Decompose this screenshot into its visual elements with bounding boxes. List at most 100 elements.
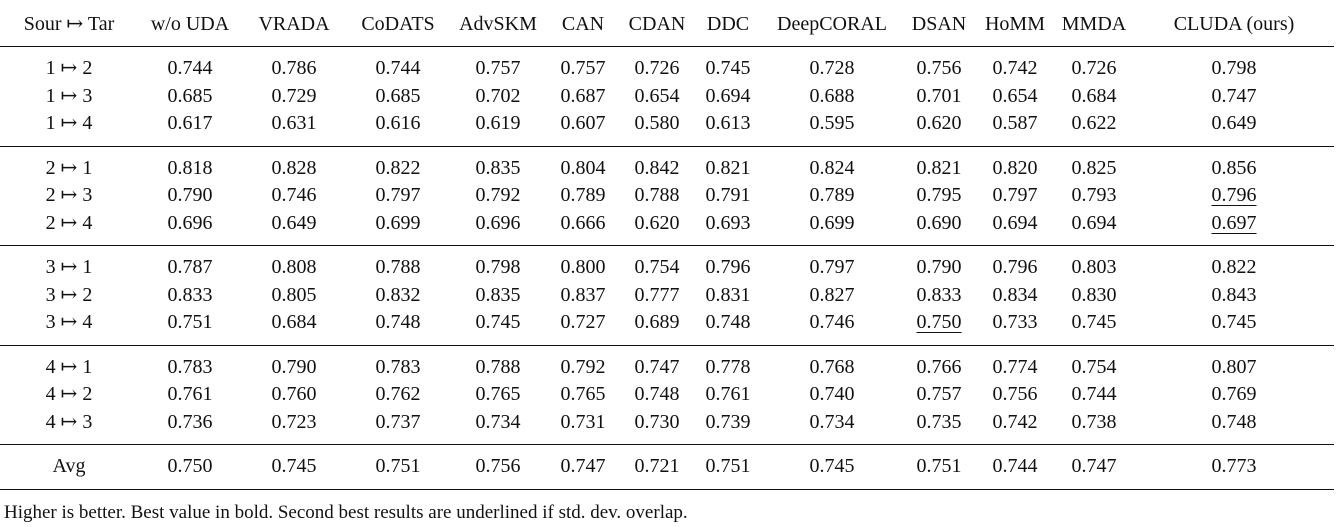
value-cell: 0.751: [705, 455, 751, 477]
value-cell: 0.726: [634, 57, 680, 79]
column-header-method: AdvSKM: [459, 13, 537, 35]
value-cell: 0.737: [375, 410, 421, 433]
value-cell: 0.688: [809, 84, 855, 107]
row-group: 1 ↦ 2 0.744 0.786 0.744 0.757 0.757 0.726 0.745…: [0, 47, 1334, 146]
value-cell: 0.765: [560, 383, 606, 405]
column-header-method: DeepCORAL: [777, 13, 887, 35]
table-row: 4 ↦ 2 0.761 0.760 0.762 0.765 0.765 0.748 0.761…: [0, 381, 1334, 409]
value-cell: 0.789: [809, 184, 855, 206]
value-cell: 0.747: [1071, 455, 1117, 477]
value-cell-best: 0.748: [1211, 410, 1257, 433]
value-cell: 0.788: [475, 355, 521, 378]
value-cell: 0.731: [560, 410, 606, 433]
value-cell: 0.834: [992, 283, 1038, 306]
value-cell: 0.835: [475, 283, 521, 306]
average-row-group: Avg 0.750 0.745 0.751 0.756 0.747 0.721 0.751 0.…: [0, 445, 1334, 489]
value-cell: 0.684: [1071, 84, 1117, 107]
value-cell: 0.765: [475, 383, 521, 405]
value-cell: 0.744: [375, 57, 421, 79]
column-header-pair: Sour ↦ Tar: [23, 13, 115, 35]
value-cell: 0.804: [560, 156, 606, 179]
row-label: Avg: [52, 455, 86, 477]
value-cell: 0.693: [705, 211, 751, 234]
value-cell: 0.728: [809, 57, 855, 79]
value-cell: 0.701: [916, 84, 962, 107]
value-cell: 0.617: [167, 112, 213, 134]
value-cell-best: 0.769: [1211, 383, 1257, 405]
value-cell: 0.756: [916, 57, 962, 79]
value-cell: 0.818: [167, 156, 213, 179]
value-cell: 0.825: [1071, 156, 1117, 179]
table-row: 1 ↦ 2 0.744 0.786 0.744 0.757 0.757 0.726 0.745…: [0, 47, 1334, 83]
table-row: 3 ↦ 1 0.787 0.808 0.788 0.798 0.800 0.754 0.796…: [0, 246, 1334, 282]
column-header-method: MMDA: [1061, 13, 1127, 35]
column-header-method: CDAN: [628, 13, 686, 35]
value-cell: 0.747: [560, 455, 606, 477]
value-cell: 0.805: [271, 283, 317, 306]
value-cell: 0.787: [167, 256, 213, 278]
value-cell: 0.613: [705, 112, 751, 134]
value-cell: 0.734: [475, 410, 521, 433]
value-cell-best: 0.649: [1211, 112, 1257, 134]
value-cell: 0.827: [809, 283, 855, 306]
value-cell: 0.754: [634, 256, 680, 278]
value-cell-best: 0.807: [1211, 355, 1257, 378]
value-cell: 0.760: [271, 383, 317, 405]
value-cell: 0.828: [271, 156, 317, 179]
row-label: 2 ↦ 4: [45, 211, 93, 234]
table-row: 3 ↦ 2 0.833 0.805 0.832 0.835 0.837 0.777 0.831…: [0, 282, 1334, 310]
value-cell: 0.620: [916, 112, 962, 134]
value-cell: 0.616: [375, 112, 421, 134]
value-cell-best: 0.773: [1211, 455, 1257, 477]
value-cell: 0.793: [1071, 184, 1117, 206]
column-header-method: HoMM: [984, 13, 1045, 35]
row-group: 3 ↦ 1 0.787 0.808 0.788 0.798 0.800 0.754 0.796…: [0, 246, 1334, 345]
value-cell: 0.687: [560, 84, 606, 107]
column-header-method: DSAN: [911, 13, 967, 35]
row-label: 4 ↦ 3: [45, 410, 93, 433]
value-cell-second-best: 0.697: [1134, 210, 1334, 246]
value-cell: 0.798: [475, 256, 521, 278]
value-text: 0.750: [916, 311, 962, 333]
value-cell: 0.620: [634, 211, 680, 234]
value-cell: 0.750: [167, 455, 213, 477]
value-cell: 0.685: [167, 84, 213, 107]
table-row: 1 ↦ 4 0.617 0.631 0.616 0.619 0.607 0.580 0.613…: [0, 110, 1334, 146]
value-cell: 0.790: [271, 355, 317, 378]
value-cell: 0.689: [634, 311, 680, 333]
value-cell: 0.745: [271, 455, 317, 477]
value-cell: 0.766: [916, 355, 962, 378]
value-cell: 0.774: [992, 355, 1038, 378]
value-cell: 0.595: [809, 112, 855, 134]
value-cell: 0.830: [1071, 283, 1117, 306]
value-cell-best: 0.747: [1211, 84, 1257, 107]
value-cell: 0.762: [375, 383, 421, 405]
value-cell: 0.587: [992, 112, 1038, 134]
table-row: 3 ↦ 4 0.751 0.684 0.748 0.745 0.727 0.689 0.748…: [0, 309, 1334, 345]
value-cell: 0.740: [809, 383, 855, 405]
value-cell: 0.736: [167, 410, 213, 433]
value-cell: 0.748: [375, 311, 421, 333]
value-cell: 0.833: [167, 283, 213, 306]
value-cell: 0.820: [992, 156, 1038, 179]
value-cell: 0.748: [705, 311, 751, 333]
value-cell: 0.831: [705, 283, 751, 306]
value-cell: 0.727: [560, 311, 606, 333]
value-cell-second-best: 0.750: [902, 309, 976, 345]
value-cell: 0.796: [705, 256, 751, 278]
row-label: 2 ↦ 1: [45, 156, 93, 179]
value-cell: 0.824: [809, 156, 855, 179]
value-cell: 0.788: [634, 184, 680, 206]
column-header-method: CoDATS: [361, 13, 435, 35]
value-cell: 0.761: [705, 383, 751, 405]
value-text: 0.796: [1211, 184, 1257, 206]
table-caption: Higher is better. Best value in bold. Se…: [4, 502, 688, 523]
value-cell: 0.654: [992, 84, 1038, 107]
value-cell-second-best: 0.796: [1134, 182, 1334, 210]
value-cell-best: 0.843: [1211, 283, 1257, 306]
value-cell: 0.833: [916, 283, 962, 306]
value-cell: 0.791: [705, 184, 751, 206]
value-cell: 0.745: [1211, 311, 1257, 333]
value-cell: 0.684: [271, 311, 317, 333]
value-cell: 0.649: [271, 211, 317, 234]
